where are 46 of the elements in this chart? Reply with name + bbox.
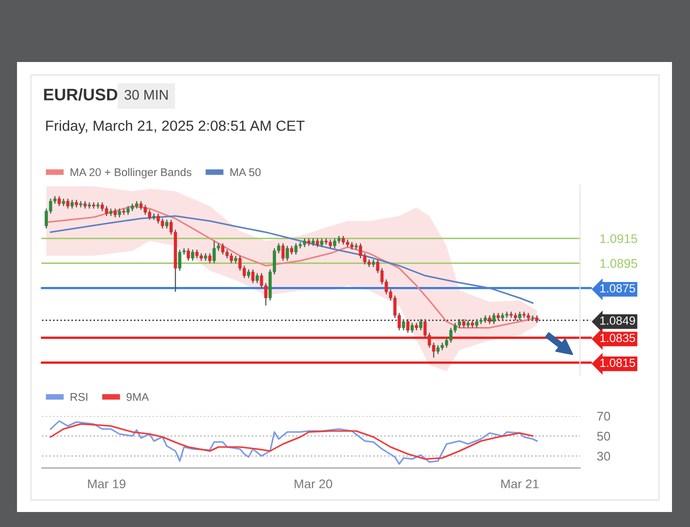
line-series [46,205,538,329]
legend-label: MA 20 + Bollinger Bands [70,168,192,178]
x-tick-label: Mar 20 [294,479,332,488]
x-tick-label: Mar 21 [501,479,539,488]
candlestick [186,248,190,262]
chart-subtitle: Friday, March 21, 2025 2:08:51 AM CET [46,120,305,134]
candlestick [402,318,406,331]
line-series [50,215,534,304]
y-tick-label: 1.0895 [600,259,638,268]
candlestick [406,318,410,334]
candlestick [122,208,126,216]
legend-label: RSI [70,393,88,401]
legend-label: 9MA [126,393,149,401]
candlestick [281,242,285,262]
y-tick-label: 50 [597,432,610,441]
candlestick [251,268,254,284]
y-tick-label: 1.0915 [600,234,638,244]
y-tick-label: 1.0849 [600,316,635,325]
candlestick [79,200,82,208]
y-tick-label: 70 [597,412,610,421]
candlestick [208,252,212,264]
x-tick-label: Mar 19 [88,479,126,488]
candlestick [230,252,233,264]
candlestick [358,242,362,259]
y-tick-label: 30 [597,452,610,461]
candlestick [333,238,336,249]
y-tick-label: 1.0815 [600,358,636,367]
candlestick [58,196,61,207]
y-tick-label: 1.0875 [600,284,636,292]
candlestick [156,213,160,224]
candlestick [160,218,164,230]
legend-label: MA 50 [230,168,261,176]
candlestick [191,249,194,262]
chart-title: EUR/USD [44,88,118,101]
text: 30 MIN [124,90,168,100]
candlestick [410,322,414,334]
candlestick [256,272,259,284]
candlestick [492,312,496,325]
candlestick [66,198,70,210]
y-tick-label: 1.0835 [600,334,636,342]
candlestick [294,242,298,256]
candlestick [419,318,422,331]
candlestick [212,240,216,264]
candlestick [104,206,108,217]
candlestick [178,249,182,272]
candlestick [286,245,289,262]
